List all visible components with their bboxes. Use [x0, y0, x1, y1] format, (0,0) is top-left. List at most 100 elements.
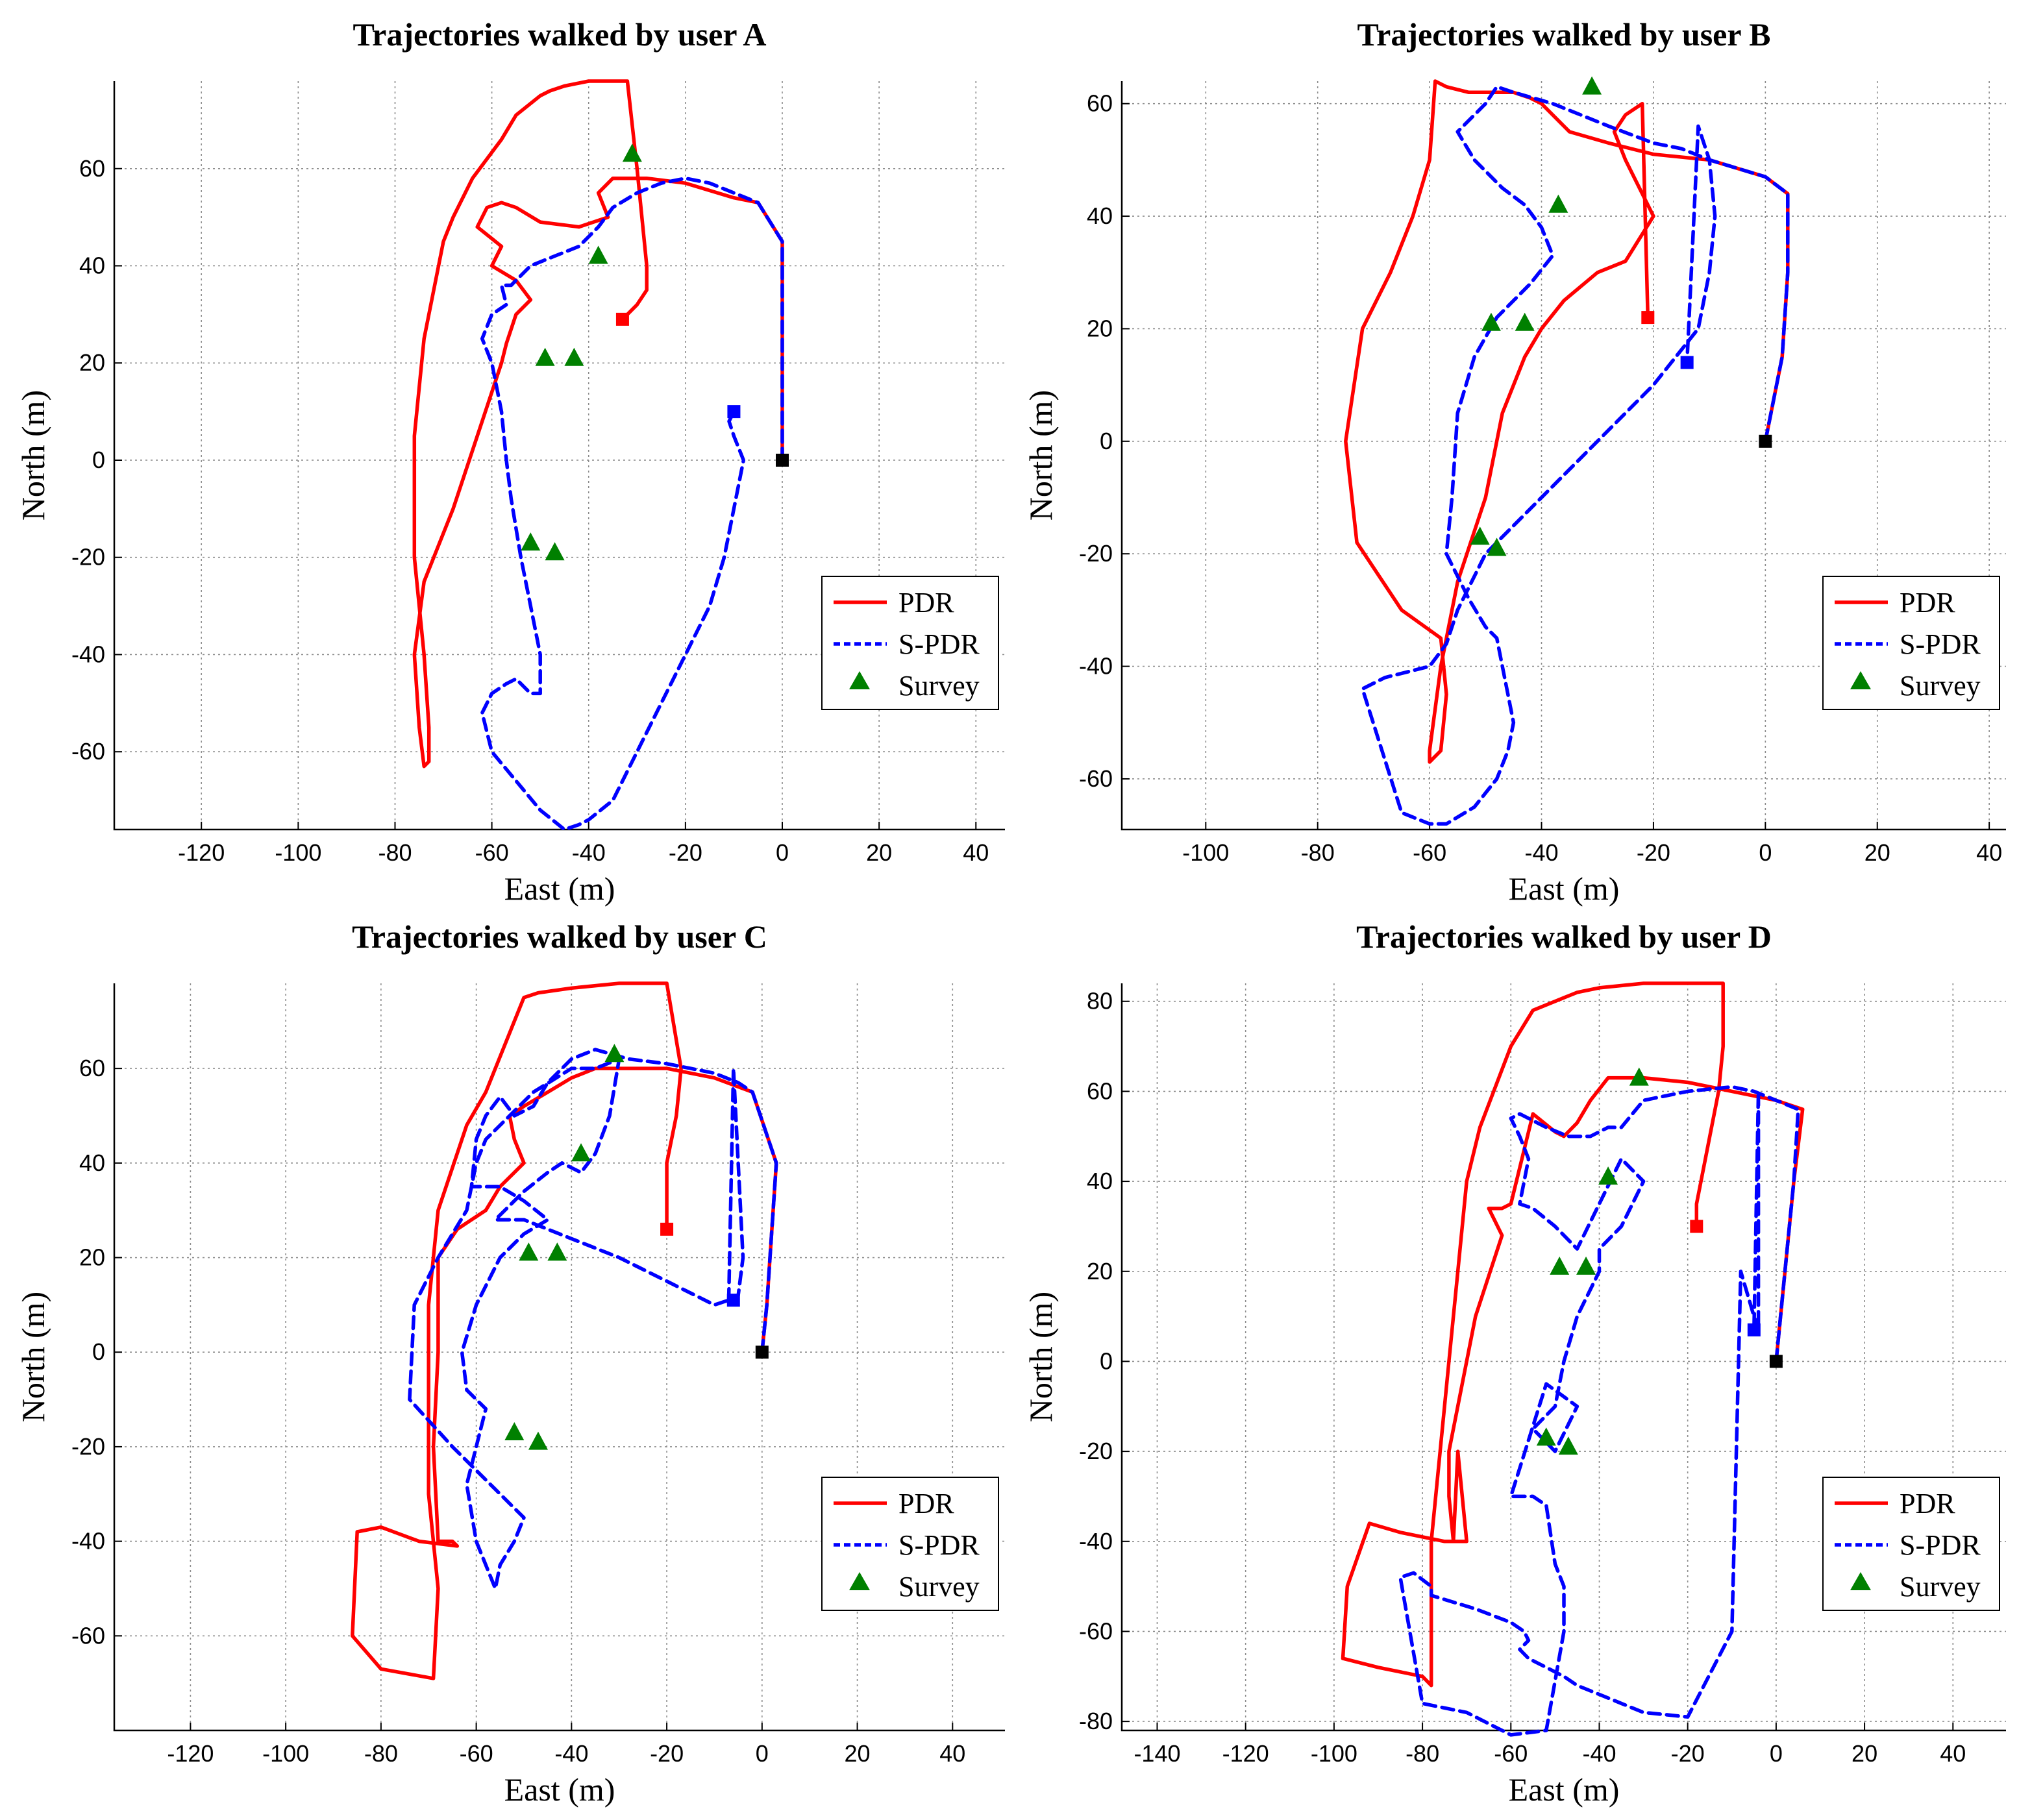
y-tick-label: -40 — [1079, 653, 1113, 680]
survey-point — [1629, 1067, 1649, 1086]
chart-title: Trajectories walked by user A — [353, 16, 767, 53]
end-pdr-marker — [615, 312, 629, 326]
axis-frame — [113, 81, 1005, 831]
x-tick-label: -100 — [1182, 839, 1229, 866]
y-tick-label: 0 — [92, 447, 105, 473]
y-tick-label: 40 — [1087, 203, 1113, 229]
end-pdr-marker — [1690, 1220, 1703, 1233]
x-tick-label: 40 — [939, 1740, 965, 1767]
y-tick-label: 0 — [1100, 1347, 1113, 1374]
x-tick-label: -100 — [1311, 1740, 1357, 1767]
x-tick-label: -20 — [1671, 1740, 1705, 1767]
x-tick-label: 20 — [845, 1740, 871, 1767]
legend-label: PDR — [1900, 587, 1955, 619]
legend-label: Survey — [898, 670, 980, 702]
spdr-trajectory-line — [1360, 84, 1790, 826]
pdr-trajectory-line — [351, 981, 778, 1680]
legend-survey-swatch — [849, 1572, 870, 1590]
y-tick-label: 40 — [79, 1150, 105, 1176]
x-axis-label: East (m) — [504, 1771, 615, 1808]
legend: PDR S-PDR Survey — [1822, 576, 2000, 710]
x-tick-label: -80 — [364, 1740, 398, 1767]
end-spdr-marker — [1747, 1323, 1761, 1336]
y-tick-label: 20 — [1087, 1258, 1113, 1285]
survey-point — [1582, 76, 1602, 95]
y-tick-label: -60 — [1079, 1617, 1113, 1644]
survey-point — [571, 1143, 591, 1162]
end-spdr-marker — [1680, 356, 1694, 369]
x-tick-label: 0 — [776, 839, 789, 866]
survey-point — [1576, 1256, 1596, 1275]
axis-frame — [1121, 983, 2006, 1732]
x-tick-label: 20 — [1852, 1740, 1877, 1767]
x-tick-label: -40 — [1582, 1740, 1616, 1767]
x-tick-label: -120 — [167, 1740, 214, 1767]
end-pdr-marker — [660, 1222, 674, 1236]
legend-survey-swatch — [849, 671, 870, 689]
x-axis-label: East (m) — [1509, 1771, 1620, 1808]
spdr-trajectory-line — [1398, 1085, 1800, 1737]
x-tick-label: -120 — [1222, 1740, 1269, 1767]
x-tick-label: -40 — [1525, 839, 1559, 866]
survey-point — [535, 347, 555, 366]
y-tick-label: 0 — [1100, 428, 1113, 454]
spdr-trajectory-line — [480, 176, 784, 831]
y-tick-label: 60 — [79, 1055, 105, 1081]
x-tick-label: -120 — [178, 839, 225, 866]
survey-point — [588, 245, 608, 264]
y-tick-label: -20 — [1079, 540, 1113, 567]
x-tick-label: -60 — [1413, 839, 1446, 866]
y-tick-label: -60 — [71, 1622, 105, 1649]
x-tick-label: -20 — [1637, 839, 1670, 866]
legend-survey-swatch — [1850, 671, 1871, 689]
legend: PDR S-PDR Survey — [821, 576, 999, 710]
survey-point — [528, 1431, 548, 1450]
axis-frame — [113, 983, 1005, 1732]
y-axis-label: North (m) — [15, 1292, 51, 1422]
legend-label: PDR — [898, 587, 954, 619]
survey-point — [1536, 1427, 1556, 1446]
x-tick-label: -60 — [475, 839, 509, 866]
legend-label: Survey — [1900, 1571, 1981, 1603]
x-tick-label: -100 — [262, 1740, 309, 1767]
chart-title: Trajectories walked by user D — [1356, 918, 1772, 955]
end-spdr-marker — [727, 405, 741, 419]
y-tick-label: 60 — [79, 155, 105, 182]
survey-point — [564, 347, 584, 366]
pdr-trajectory-line — [1344, 79, 1790, 764]
legend-label: S-PDR — [898, 1529, 980, 1561]
survey-point — [521, 532, 541, 551]
x-tick-label: 40 — [963, 839, 989, 866]
chart-title: Trajectories walked by user C — [352, 918, 767, 955]
legend: PDR S-PDR Survey — [821, 1477, 999, 1611]
survey-point — [1470, 526, 1490, 545]
legend-label: Survey — [1900, 670, 1981, 702]
x-axis-label: East (m) — [504, 870, 615, 907]
survey-point — [1515, 312, 1535, 331]
y-tick-label: -20 — [1079, 1438, 1113, 1464]
start-point-marker — [755, 1346, 769, 1359]
y-tick-label: 60 — [1087, 90, 1113, 117]
y-tick-label: -40 — [1079, 1528, 1113, 1555]
y-tick-label: -40 — [71, 641, 105, 667]
y-tick-label: 20 — [79, 1244, 105, 1271]
survey-point — [1481, 312, 1501, 331]
x-tick-label: 0 — [1770, 1740, 1783, 1767]
chart-title: Trajectories walked by user B — [1357, 16, 1771, 53]
survey-point — [1598, 1166, 1618, 1185]
legend-label: PDR — [1900, 1488, 1955, 1519]
survey-point — [519, 1242, 539, 1261]
x-tick-label: -140 — [1133, 1740, 1180, 1767]
y-tick-label: 20 — [79, 349, 105, 376]
survey-point — [1487, 537, 1507, 556]
x-tick-label: -20 — [669, 839, 702, 866]
y-axis-label: North (m) — [1022, 390, 1059, 521]
x-tick-label: -80 — [1301, 839, 1335, 866]
survey-point — [1558, 1436, 1578, 1455]
y-tick-label: 80 — [1087, 988, 1113, 1015]
y-tick-label: 0 — [92, 1338, 105, 1365]
y-axis-label: North (m) — [1022, 1292, 1059, 1422]
survey-point — [604, 1044, 625, 1063]
x-tick-label: 20 — [1864, 839, 1890, 866]
x-tick-label: 0 — [1759, 839, 1772, 866]
